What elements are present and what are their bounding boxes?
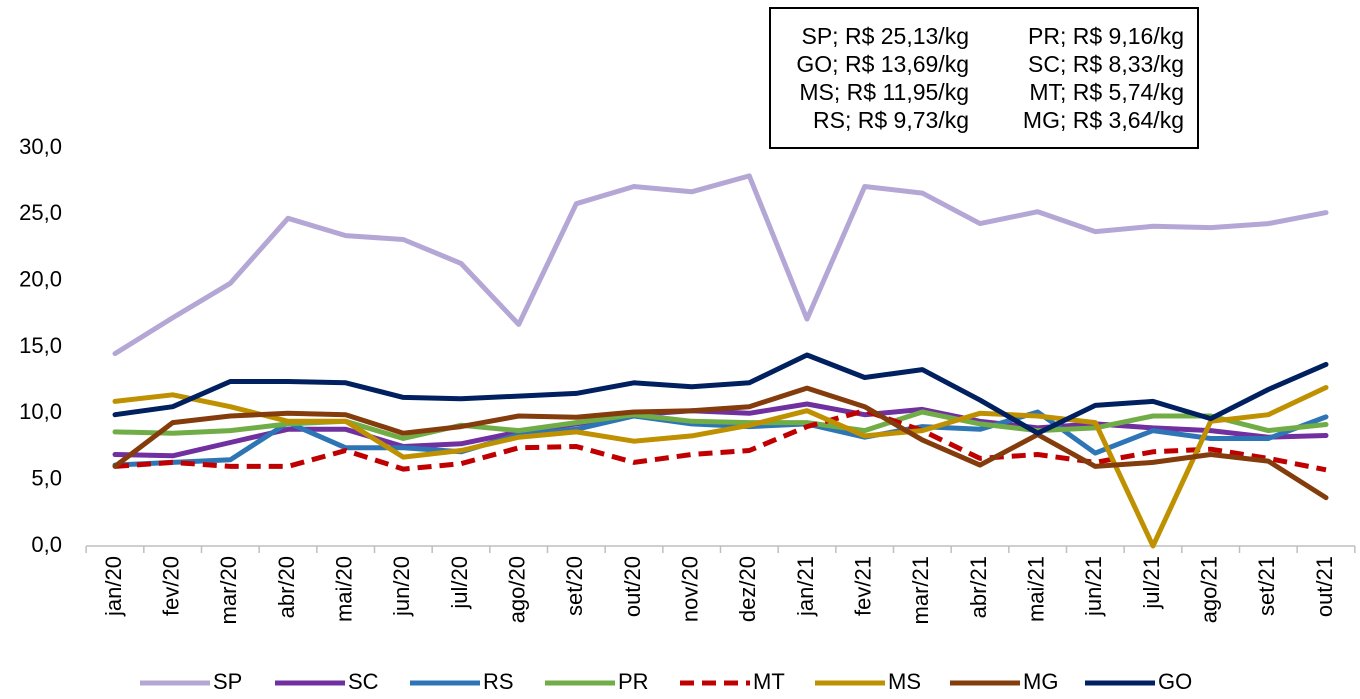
annotation-text: MT; R$ 5,74/kg bbox=[1029, 79, 1184, 105]
series-line bbox=[112, 385, 1329, 501]
x-tick-label: nov/20 bbox=[677, 556, 702, 622]
series-line bbox=[112, 385, 1329, 549]
x-tick-label: dez/20 bbox=[735, 556, 760, 622]
y-tick-label: 25,0 bbox=[19, 200, 62, 225]
legend-label: MG bbox=[1023, 669, 1058, 694]
series-line bbox=[112, 401, 1329, 459]
y-tick-label: 0,0 bbox=[31, 532, 62, 557]
legend-label: PR bbox=[618, 669, 649, 694]
legend-label: SP bbox=[213, 669, 242, 694]
y-tick-label: 30,0 bbox=[19, 134, 62, 159]
annotation-text: PR; R$ 9,16/kg bbox=[1028, 23, 1184, 49]
annotation-text: RS; R$ 9,73/kg bbox=[813, 107, 969, 133]
x-tick-label: abr/21 bbox=[966, 556, 991, 618]
x-tick-label: ago/21 bbox=[1196, 556, 1221, 623]
x-tick-label: ago/20 bbox=[504, 556, 529, 623]
x-tick-label: jan/21 bbox=[793, 556, 818, 617]
x-tick-label: mar/21 bbox=[908, 556, 933, 624]
legend-label: MS bbox=[888, 669, 921, 694]
x-tick-label: jan/20 bbox=[101, 556, 126, 617]
x-tick-label: out/21 bbox=[1312, 556, 1337, 617]
x-tick-label: jul/21 bbox=[1139, 556, 1164, 610]
annotation-text: SP; R$ 25,13/kg bbox=[802, 23, 970, 49]
annotation-text: GO; R$ 13,69/kg bbox=[796, 51, 969, 77]
x-tick-label: mai/20 bbox=[331, 556, 356, 622]
x-tick-label: fev/21 bbox=[850, 556, 875, 616]
y-tick-label: 20,0 bbox=[19, 266, 62, 291]
y-tick-label: 15,0 bbox=[19, 333, 62, 358]
x-tick-label: jun/21 bbox=[1081, 556, 1106, 617]
legend-label: GO bbox=[1158, 669, 1192, 694]
y-tick-label: 5,0 bbox=[31, 465, 62, 490]
legend-label: RS bbox=[483, 669, 514, 694]
y-tick-label: 10,0 bbox=[19, 399, 62, 424]
annotation-text: SC; R$ 8,33/kg bbox=[1028, 51, 1184, 77]
x-tick-label: abr/20 bbox=[274, 556, 299, 618]
x-tick-label: mar/20 bbox=[216, 556, 241, 624]
x-tick-label: set/21 bbox=[1254, 556, 1279, 616]
x-tick-label: set/20 bbox=[562, 556, 587, 616]
series-line bbox=[112, 173, 1329, 357]
x-tick-label: jun/20 bbox=[389, 556, 414, 617]
series-line bbox=[112, 409, 1329, 468]
legend-label: MT bbox=[753, 669, 785, 694]
annotation-text: MS; R$ 11,95/kg bbox=[799, 79, 969, 105]
series-line bbox=[114, 408, 1327, 473]
annotation-box bbox=[769, 7, 1199, 149]
legend-label: SC bbox=[348, 669, 379, 694]
x-tick-label: jul/20 bbox=[447, 556, 472, 610]
x-tick-label: out/20 bbox=[620, 556, 645, 617]
x-tick-label: fev/20 bbox=[158, 556, 183, 616]
x-tick-label: mai/21 bbox=[1023, 556, 1048, 622]
series-line bbox=[112, 352, 1329, 436]
annotation-text: MG; R$ 3,64/kg bbox=[1023, 107, 1184, 133]
